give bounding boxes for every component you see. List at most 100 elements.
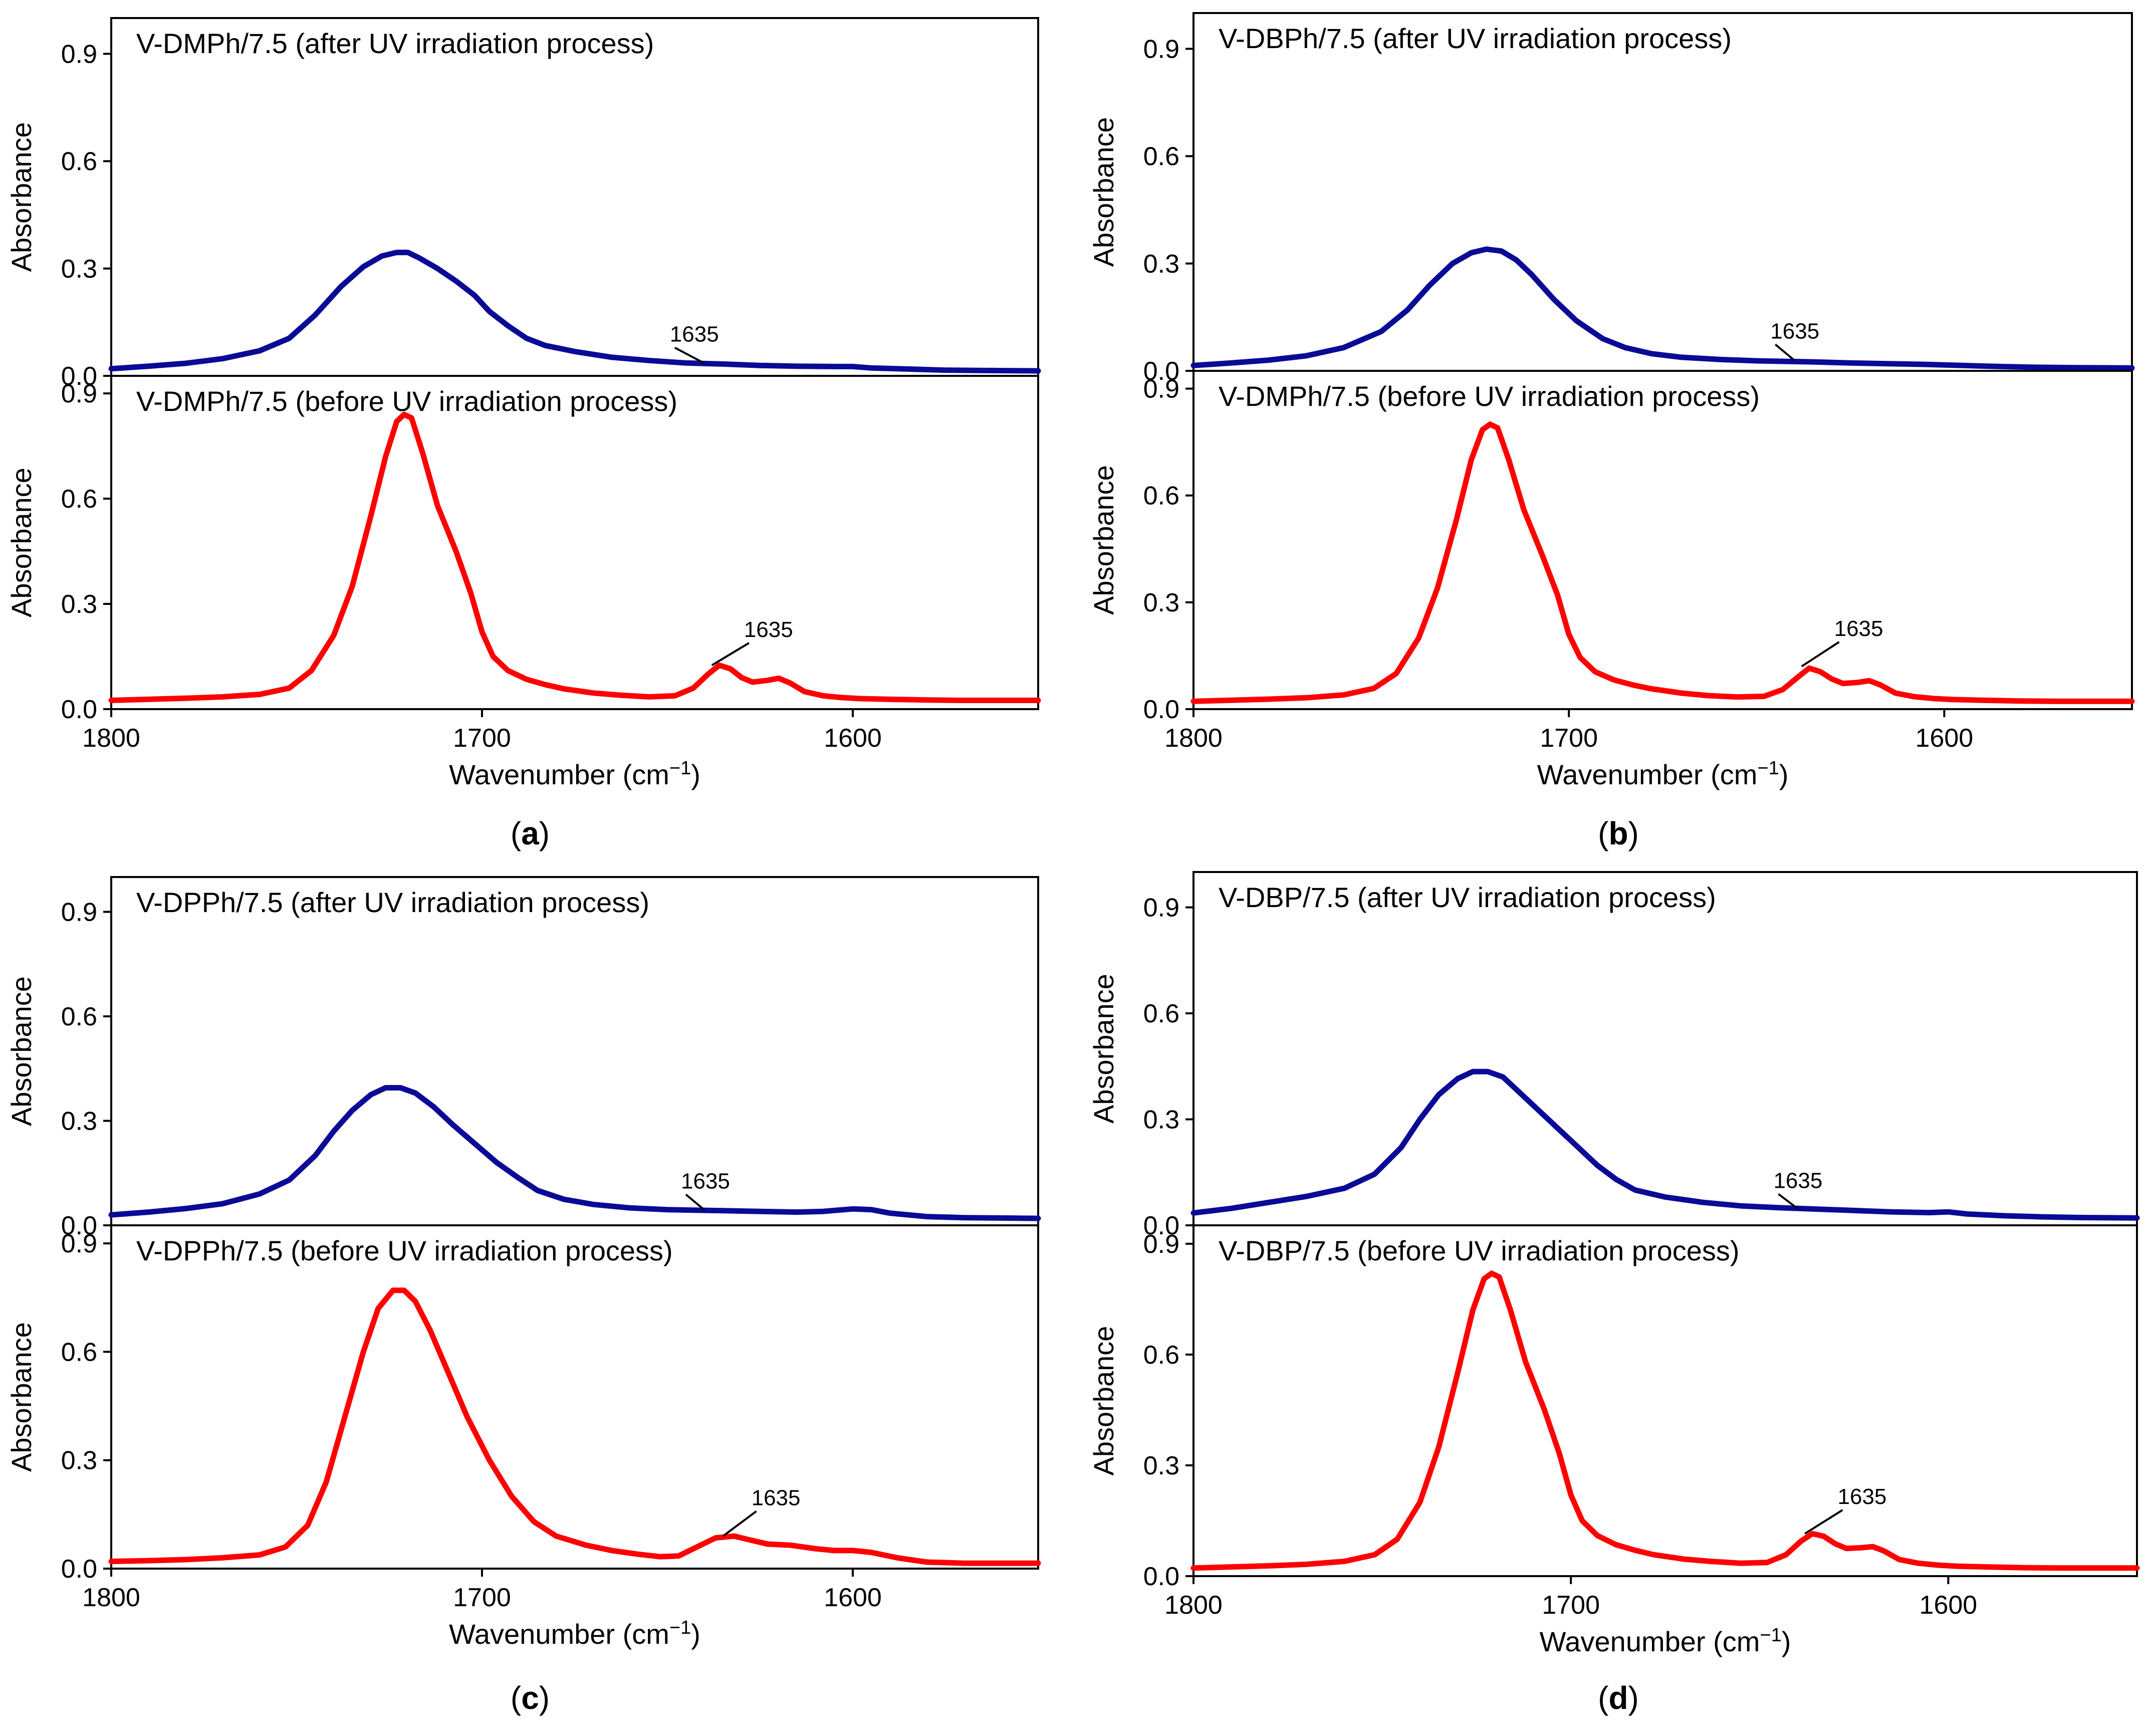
y-tick-label: 0.0: [61, 1211, 97, 1240]
annotation-1635: 1635: [670, 322, 719, 347]
annotation-1635: 1635: [744, 617, 793, 642]
annotation-1635: 1635: [1773, 1169, 1822, 1193]
annotation-leader: [711, 642, 750, 667]
annotation-leader: [722, 1510, 757, 1537]
panel-caption: (c): [511, 1680, 550, 1716]
annotation-leader: [1801, 641, 1840, 668]
plot-frame: [1192, 370, 2133, 710]
x-tick-label: 1600: [1915, 724, 1974, 753]
y-tick-label: 0.3: [1143, 588, 1179, 617]
spectrum-line-bottom: [108, 1287, 1041, 1566]
y-axis-label: Absorbance: [1088, 1326, 1119, 1476]
spectrum-line-top: [1190, 246, 2135, 371]
y-tick-label: 0.9: [61, 40, 97, 69]
y-tick-label: 0.0: [1143, 695, 1179, 724]
spectrum-line-bottom: [108, 411, 1041, 703]
panel-a: 0.0 0.3 0.6 0.9 Absorbance V-DMPh/7.5 (after …: [6, 17, 1041, 851]
y-tick-label: 0.6: [1143, 999, 1179, 1028]
y-axis-label: Absorbance: [6, 976, 37, 1126]
subplot-d-bottom: 0.0 0.3 0.6 0.9 Absorbance V-DBP/7.5 (before …: [1088, 1224, 2140, 1591]
plot-frame: [110, 876, 1039, 1226]
y-tick-label: 0.0: [61, 695, 97, 724]
panel-b: 0.0 0.3 0.6 0.9 Absorbance V-DBPh/7.5 (after …: [1088, 12, 2135, 851]
subplot-a-bottom: 0.0 0.3 0.6 0.9 Absorbance V-DMPh/7.5 (before…: [6, 375, 1041, 724]
y-tick-label: 0.3: [61, 590, 97, 619]
y-tick-label: 0.6: [61, 485, 97, 514]
x-axis-label: Wavenumber (cm−1): [1537, 758, 1789, 790]
plot-frame: [110, 17, 1039, 377]
y-tick-label: 0.3: [1143, 250, 1179, 279]
x-tick-label: 1800: [82, 724, 140, 753]
y-axis-label: Absorbance: [1088, 974, 1119, 1124]
x-tick-label: 1800: [1164, 1591, 1223, 1620]
y-tick-label: 0.6: [61, 1338, 97, 1367]
spectrum-line-top: [108, 250, 1041, 374]
annotation-leader: [1774, 343, 1795, 361]
y-axis-label: Absorbance: [6, 1322, 37, 1472]
y-tick-label: 0.0: [1143, 357, 1179, 386]
y-tick-label: 0.9: [61, 379, 97, 408]
y-axis-label: Absorbance: [1088, 465, 1119, 615]
subplot-title: V-DMPh/7.5 (after UV irradiation process…: [136, 28, 654, 59]
subplot-c-top: 0.0 0.3 0.6 0.9 Absorbance V-DPPh/7.5 (after …: [6, 876, 1041, 1240]
panel-caption: (a): [511, 815, 550, 851]
y-tick-label: 0.9: [61, 898, 97, 927]
x-tick-label: 1700: [1542, 1591, 1600, 1620]
subplot-title: V-DBPh/7.5 (after UV irradiation process…: [1219, 23, 1732, 54]
y-tick-label: 0.6: [1143, 482, 1179, 511]
subplot-title: V-DPPh/7.5 (after UV irradiation process…: [136, 887, 649, 918]
y-tick-label: 0.6: [1143, 1341, 1179, 1370]
annotation-leader: [674, 346, 705, 364]
x-tick-label: 1600: [1920, 1591, 1978, 1620]
subplot-a-top: 0.0 0.3 0.6 0.9 Absorbance V-DMPh/7.5 (after …: [6, 17, 1041, 391]
subplot-b-top: 0.0 0.3 0.6 0.9 Absorbance V-DBPh/7.5 (after …: [1088, 12, 2135, 386]
subplot-title: V-DMPh/7.5 (before UV irradiation proces…: [1219, 380, 1760, 412]
y-tick-label: 0.6: [1143, 142, 1179, 171]
y-axis-label: Absorbance: [6, 468, 37, 617]
spectrum-line-bottom: [1190, 1270, 2140, 1571]
subplot-d-top: 0.0 0.3 0.6 0.9 Absorbance V-DBP/7.5 (after U…: [1088, 871, 2140, 1240]
spectrum-line-top: [1190, 1068, 2140, 1221]
subplot-title: V-DPPh/7.5 (before UV irradiation proces…: [136, 1235, 673, 1266]
subplot-title: V-DBP/7.5 (before UV irradiation process…: [1219, 1235, 1740, 1266]
y-tick-label: 0.0: [1143, 1211, 1179, 1240]
x-tick-label: 1700: [453, 1583, 511, 1612]
x-axis-label: Wavenumber (cm−1): [449, 758, 700, 790]
y-axis-label: Absorbance: [6, 122, 37, 272]
y-tick-label: 0.6: [61, 1002, 97, 1031]
y-tick-label: 0.3: [1143, 1451, 1179, 1480]
y-tick-label: 0.3: [61, 1446, 97, 1475]
subplot-title: V-DBP/7.5 (after UV irradiation process): [1219, 882, 1716, 913]
panel-caption: (b): [1598, 815, 1639, 851]
annotation-1635: 1635: [1770, 319, 1819, 343]
panel-c: 0.0 0.3 0.6 0.9 Absorbance V-DPPh/7.5 (after …: [6, 876, 1041, 1716]
y-tick-label: 0.9: [61, 1229, 97, 1258]
y-tick-label: 0.0: [1143, 1562, 1179, 1591]
y-tick-label: 0.9: [1143, 375, 1179, 404]
x-tick-label: 1600: [824, 1583, 882, 1612]
y-tick-label: 0.0: [61, 362, 97, 391]
annotation-1635: 1635: [1838, 1484, 1887, 1509]
x-tick-label: 1800: [1164, 724, 1223, 753]
annotation-leader: [1804, 1509, 1843, 1535]
panel-caption: (d): [1598, 1680, 1639, 1716]
annotation-1635: 1635: [752, 1485, 801, 1510]
plot-frame: [1192, 1224, 2138, 1577]
panel-d: 0.0 0.3 0.6 0.9 Absorbance V-DBP/7.5 (after U…: [1088, 871, 2140, 1716]
y-tick-label: 0.3: [61, 255, 97, 284]
annotation-1635: 1635: [1834, 616, 1883, 641]
annotation-1635: 1635: [681, 1169, 730, 1194]
subplot-title: V-DMPh/7.5 (before UV irradiation proces…: [136, 385, 677, 417]
spectrum-line-bottom: [1190, 421, 2135, 704]
x-tick-label: 1700: [453, 724, 511, 753]
plot-frame: [110, 1224, 1039, 1570]
y-axis-label: Absorbance: [1088, 117, 1119, 267]
plot-frame: [110, 375, 1039, 710]
y-tick-label: 0.9: [1143, 35, 1179, 64]
y-tick-label: 0.0: [61, 1555, 97, 1584]
subplot-b-bottom: 0.0 0.3 0.6 0.9 Absorbance V-DMPh/7.5 (before…: [1088, 370, 2135, 724]
x-axis-label: Wavenumber (cm−1): [449, 1617, 700, 1650]
x-tick-label: 1800: [82, 1583, 140, 1612]
x-tick-label: 1600: [824, 724, 882, 753]
